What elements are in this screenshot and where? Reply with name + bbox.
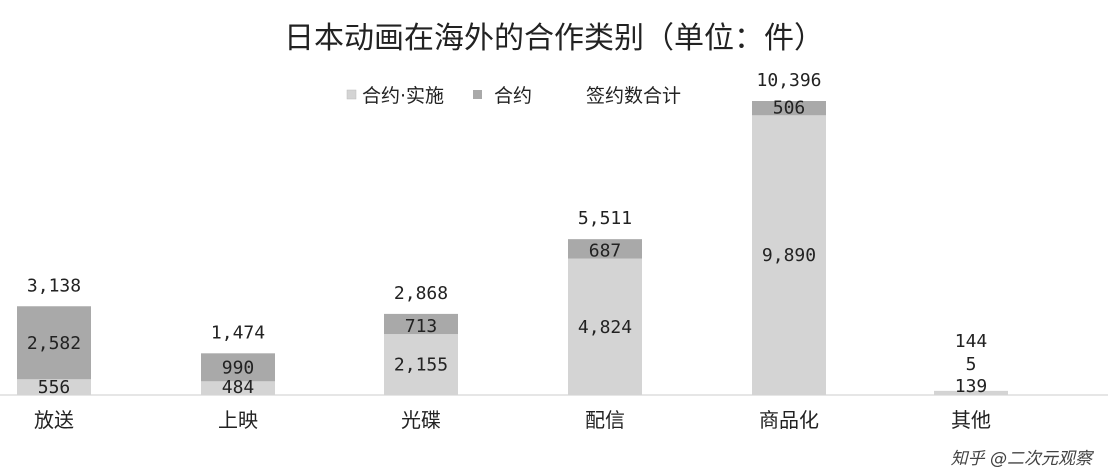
total-label: 1,474 — [211, 322, 265, 343]
bar-segment — [17, 379, 91, 395]
watermark: 知乎 @二次元观察 — [951, 449, 1095, 469]
data-label: 139 — [955, 376, 988, 397]
data-label: 506 — [773, 97, 806, 118]
x-tick-label: 上映 — [218, 408, 258, 432]
total-label: 5,511 — [578, 208, 632, 229]
bar-segment — [934, 391, 1008, 395]
data-label: 2,155 — [394, 355, 448, 376]
bar-segment — [384, 334, 458, 395]
data-label: 9,890 — [762, 245, 816, 266]
data-label: 484 — [222, 377, 255, 398]
x-tick-label: 其他 — [951, 408, 991, 432]
data-label: 713 — [405, 316, 438, 337]
x-tick-label: 放送 — [34, 408, 74, 432]
category-labels: 放送 上映 光碟 配信 商品化 其他 — [34, 408, 991, 432]
data-label: 556 — [38, 377, 71, 398]
data-label: 990 — [222, 357, 255, 378]
bar-segment — [568, 258, 642, 395]
x-tick-label: 商品化 — [759, 408, 819, 432]
data-label: 5 — [966, 354, 977, 375]
total-label: 10,396 — [756, 70, 821, 91]
legend-swatch-contract-implemented — [346, 89, 357, 100]
bar-segment — [752, 115, 826, 395]
bar-segment — [201, 381, 275, 395]
total-label: 144 — [955, 331, 988, 352]
data-label: 687 — [589, 241, 622, 262]
legend-label-contract-implemented: 合约·实施 — [362, 85, 444, 107]
bar-segment — [568, 239, 642, 259]
legend-swatch-contract — [473, 90, 482, 99]
total-label: 3,138 — [27, 275, 81, 296]
chart-title: 日本动画在海外的合作类别（单位：件） — [284, 21, 824, 56]
data-label: 2,582 — [27, 333, 81, 354]
bar-segment — [17, 306, 91, 380]
data-label: 4,824 — [578, 317, 632, 338]
legend: 合约·实施 合约 签约数合计 — [346, 85, 681, 107]
legend-label-contract: 合约 — [494, 85, 532, 107]
bar-segment — [201, 353, 275, 382]
bar-segment — [384, 313, 458, 335]
x-tick-label: 光碟 — [401, 408, 441, 432]
x-tick-label: 配信 — [585, 408, 625, 432]
bar-segment — [752, 101, 826, 116]
total-label: 2,868 — [394, 283, 448, 304]
legend-label-total: 签约数合计 — [586, 85, 681, 107]
